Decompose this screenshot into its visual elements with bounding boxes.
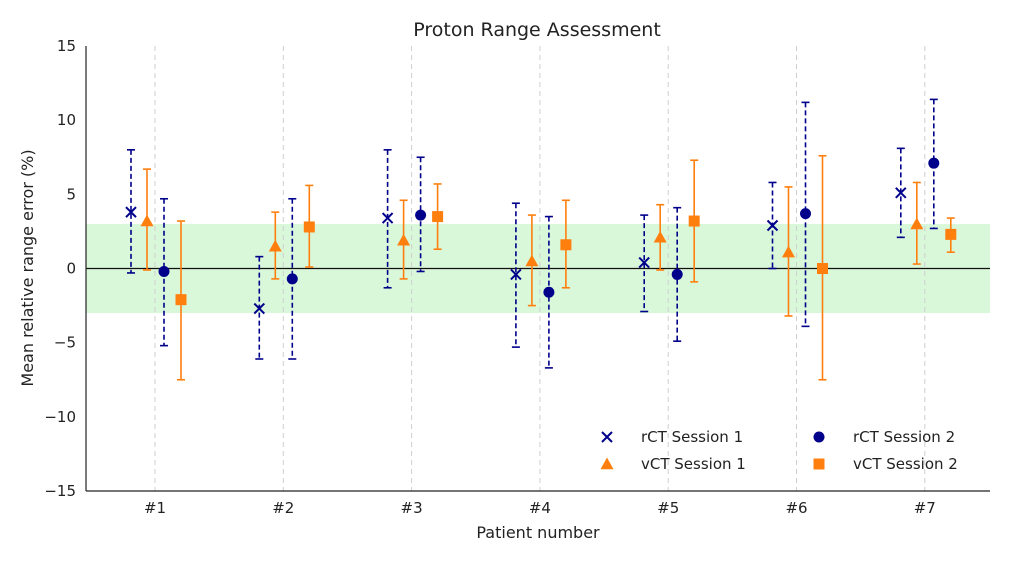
marker-circle bbox=[158, 265, 170, 277]
legend-item: vCT Session 2 bbox=[813, 455, 958, 473]
legend-item: vCT Session 1 bbox=[600, 455, 746, 473]
legend: rCT Session 1 vCT Session 1 rCT Session 2 v… bbox=[600, 428, 958, 473]
x-tick-label: #6 bbox=[785, 499, 807, 517]
marker-circle bbox=[286, 273, 298, 285]
marker-square bbox=[813, 458, 825, 470]
data-marks bbox=[125, 98, 957, 381]
marker-circle bbox=[800, 208, 811, 220]
y-tick-label: −5 bbox=[54, 334, 76, 352]
marker-circle bbox=[415, 209, 427, 221]
marker-x bbox=[381, 212, 394, 224]
legend-label: rCT Session 1 bbox=[641, 428, 743, 446]
marker-x bbox=[601, 431, 613, 443]
marker-square bbox=[303, 221, 315, 233]
y-tick-labels: 15 10 5 0 −5 −10 −15 bbox=[44, 37, 76, 500]
marker-triangle bbox=[653, 230, 667, 243]
series-0 bbox=[125, 147, 907, 360]
y-tick-label: 15 bbox=[57, 37, 76, 55]
legend-label: vCT Session 2 bbox=[853, 455, 958, 473]
marker-circle bbox=[543, 286, 555, 298]
marker-x bbox=[766, 219, 779, 232]
marker-circle bbox=[671, 268, 683, 280]
legend-item: rCT Session 2 bbox=[813, 428, 955, 446]
marker-triangle bbox=[910, 217, 924, 230]
y-tick-label: 5 bbox=[66, 185, 76, 203]
legend-label: vCT Session 1 bbox=[641, 455, 746, 473]
legend-label: rCT Session 2 bbox=[853, 428, 955, 446]
marker-square bbox=[175, 294, 187, 306]
series-1 bbox=[140, 168, 924, 317]
grid-lines bbox=[154, 46, 926, 491]
axes: 15 10 5 0 −5 −10 −15 #1 #2 #3 #4 #5 #6 #7 bbox=[44, 37, 990, 517]
x-tick-labels: #1 #2 #3 #4 #5 #6 #7 bbox=[144, 499, 936, 517]
marker-triangle bbox=[397, 233, 411, 246]
series-2 bbox=[158, 98, 940, 369]
marker-square bbox=[817, 263, 828, 274]
marker-triangle bbox=[525, 254, 539, 267]
x-tick-label: #2 bbox=[272, 499, 294, 517]
x-tick-label: #4 bbox=[529, 499, 551, 517]
marker-x bbox=[125, 206, 137, 218]
x-axis-label: Patient number bbox=[476, 523, 600, 542]
legend-item: rCT Session 1 bbox=[601, 428, 743, 446]
marker-square bbox=[560, 239, 572, 251]
marker-triangle bbox=[782, 245, 795, 258]
y-axis-label: Mean relative range error (%) bbox=[18, 149, 37, 386]
marker-x bbox=[510, 268, 522, 281]
x-tick-label: #5 bbox=[657, 499, 679, 517]
marker-square bbox=[688, 215, 700, 227]
marker-triangle bbox=[140, 214, 154, 227]
marker-triangle bbox=[268, 239, 282, 252]
marker-square bbox=[945, 228, 957, 240]
plot-area bbox=[86, 46, 990, 491]
x-tick-label: #3 bbox=[401, 499, 423, 517]
marker-x bbox=[895, 187, 907, 199]
marker-circle bbox=[928, 157, 940, 169]
marker-triangle bbox=[600, 457, 614, 470]
x-tick-label: #1 bbox=[144, 499, 166, 517]
series-3 bbox=[175, 154, 957, 381]
y-tick-label: 0 bbox=[66, 260, 76, 278]
y-tick-label: −10 bbox=[44, 408, 76, 426]
x-tick-label: #7 bbox=[914, 499, 936, 517]
marker-square bbox=[432, 211, 444, 223]
marker-circle bbox=[813, 431, 825, 443]
marker-x bbox=[253, 302, 266, 315]
y-tick-label: −15 bbox=[44, 482, 76, 500]
y-tick-label: 10 bbox=[57, 111, 76, 129]
marker-x bbox=[638, 256, 650, 269]
chart-title: Proton Range Assessment bbox=[413, 19, 661, 41]
